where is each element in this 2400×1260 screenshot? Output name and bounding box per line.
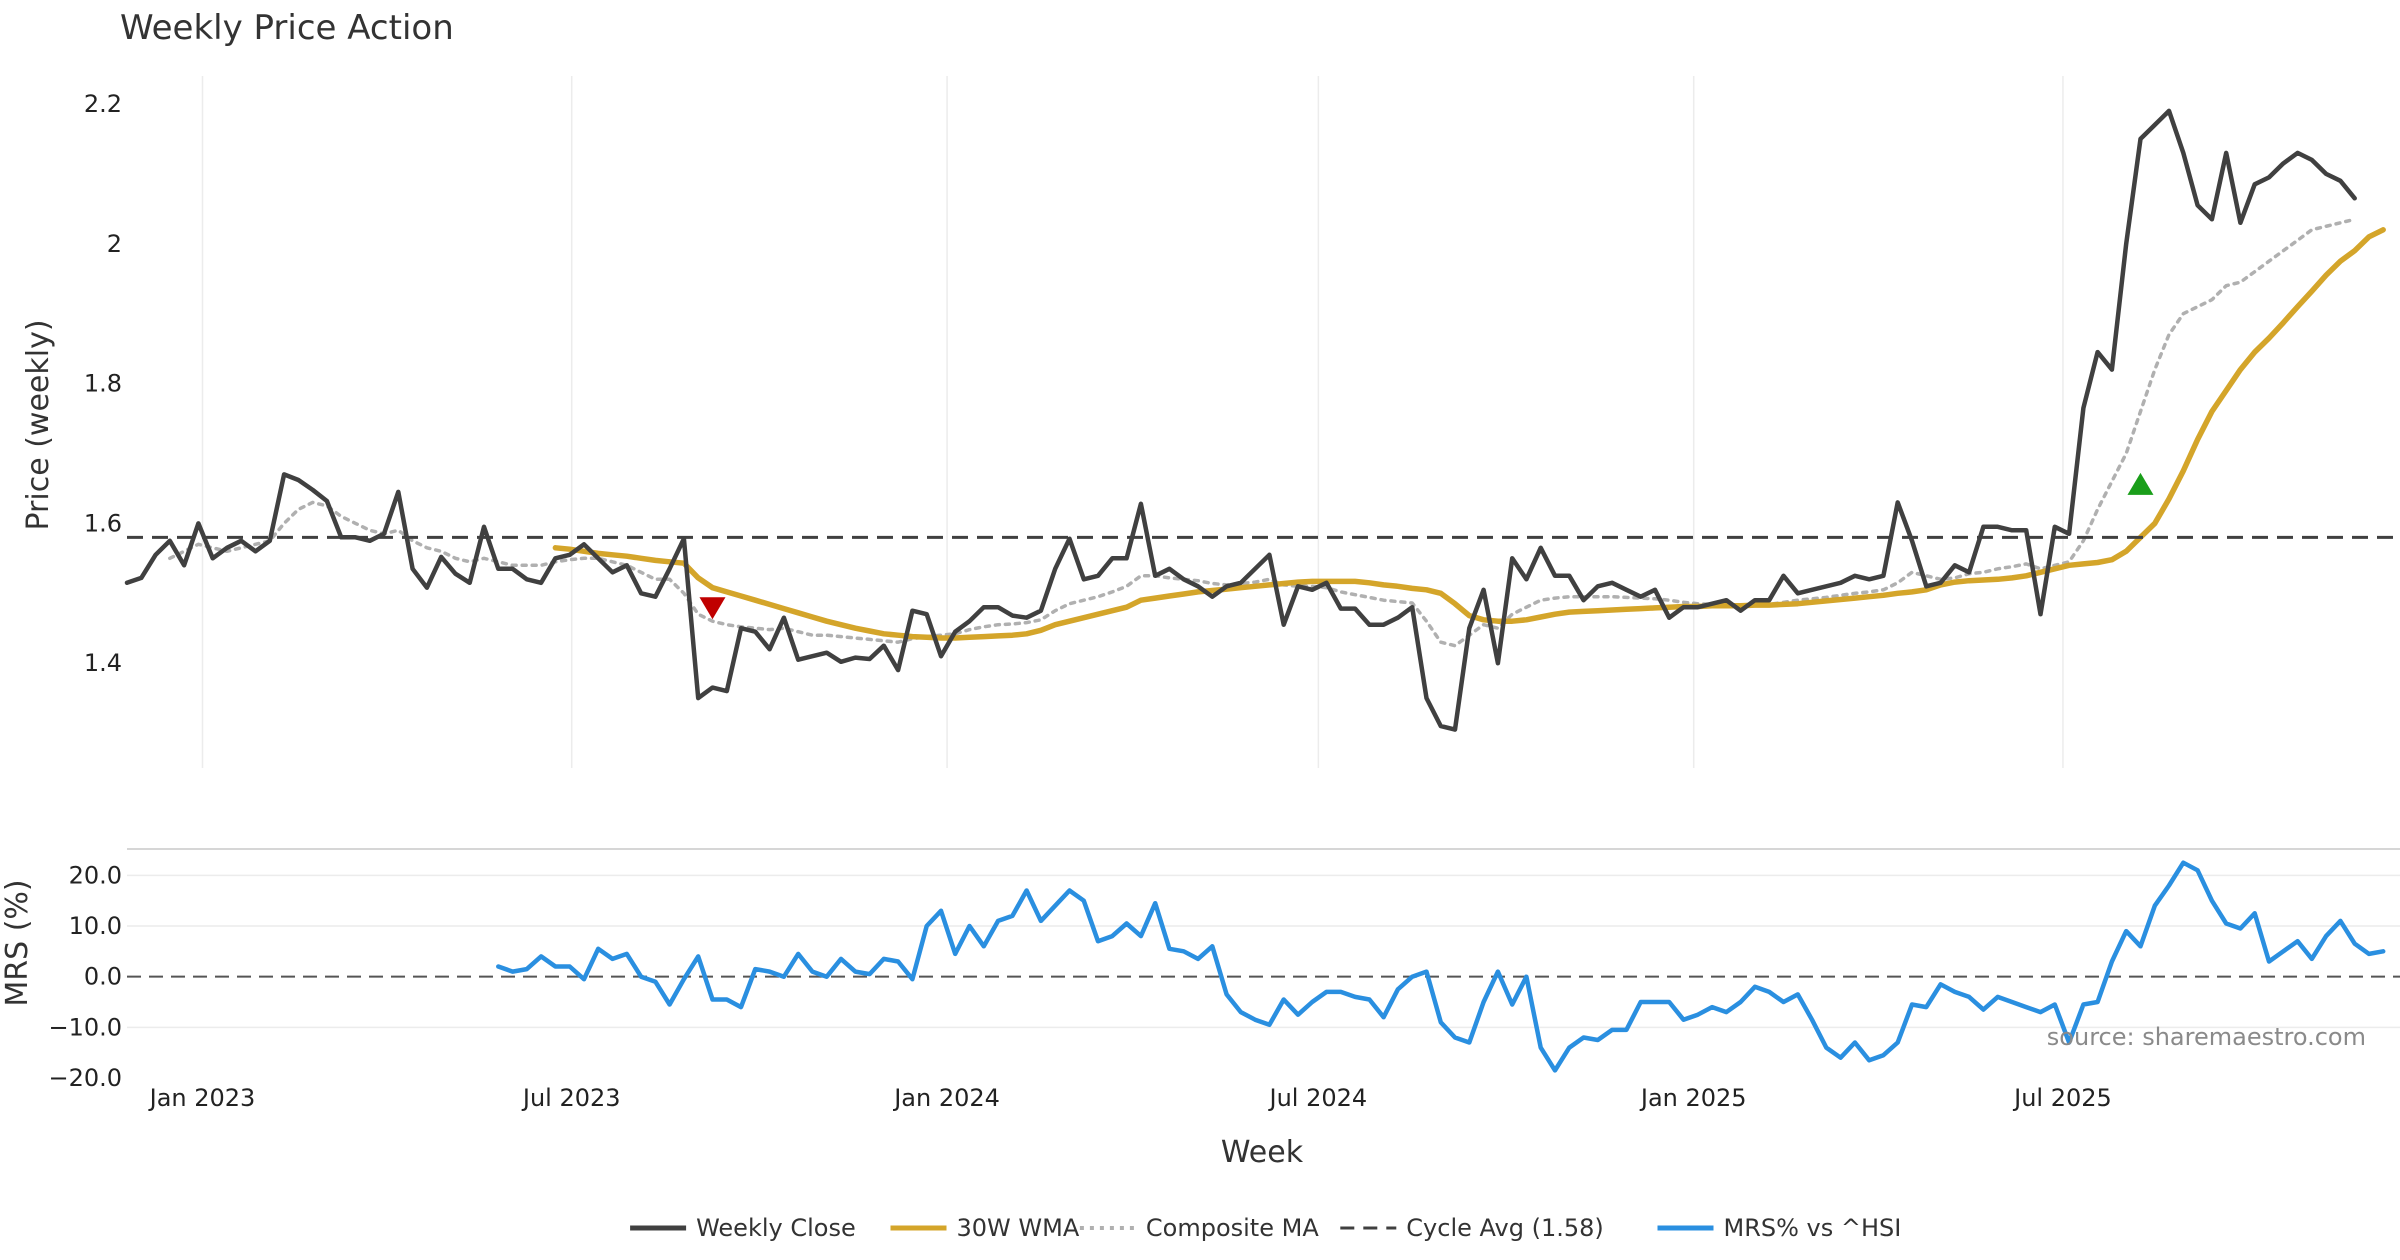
price-y-tick-label: 2.2: [84, 90, 122, 118]
x-tick-label: Jul 2023: [521, 1084, 621, 1112]
price-y-tick-label: 2: [107, 230, 122, 258]
price-y-tick-label: 1.6: [84, 509, 122, 537]
mrs-y-tick-label: −20.0: [48, 1064, 122, 1092]
mrs-panel-series: [496, 860, 2386, 1073]
x-tick-label: Jan 2024: [892, 1084, 1000, 1112]
weekly-close-line: [124, 108, 2357, 732]
price-y-tick-label: 1.4: [84, 649, 122, 677]
legend-label: Cycle Avg (1.58): [1406, 1214, 1603, 1242]
price-panel-series: [124, 108, 2400, 732]
x-tick-label: Jan 2023: [148, 1084, 256, 1112]
legend-label: Weekly Close: [696, 1214, 856, 1242]
legend-label: MRS% vs ^HSI: [1724, 1214, 1902, 1242]
buy-signal-marker: [2127, 472, 2154, 495]
composite-ma-line: [168, 217, 2357, 648]
legend-label: 30W WMA: [957, 1214, 1080, 1242]
source-note: source: sharemaestro.com: [2047, 1023, 2366, 1051]
legend: Weekly Close 30W WMA Composite MA Cycle Avg…: [630, 1214, 1901, 1242]
axes-text: Jan 2023 Jul 2023 Jan 2024 Jul 2024 Jan 2025…: [48, 90, 2111, 1112]
x-tick-label: Jul 2025: [2012, 1084, 2112, 1112]
chart-title: Weekly Price Action: [120, 8, 454, 48]
mrs-y-tick-label: 0.0: [84, 963, 122, 991]
mrs-line: [496, 860, 2386, 1073]
price-axis-label: Price (weekly): [21, 319, 56, 530]
x-tick-label: Jan 2025: [1639, 1084, 1747, 1112]
x-tick-label: Jul 2024: [1268, 1084, 1368, 1112]
wma-30w-line: [552, 227, 2386, 641]
legend-label: Composite MA: [1146, 1214, 1319, 1242]
price-panel-grid: [201, 76, 2064, 768]
x-axis-label: Week: [1221, 1135, 1304, 1170]
price-y-tick-label: 1.8: [84, 370, 122, 398]
sell-signal-marker: [699, 597, 726, 620]
mrs-y-tick-label: −10.0: [48, 1013, 122, 1041]
mrs-y-tick-label: 20.0: [69, 861, 122, 889]
mrs-axis-label: MRS (%): [0, 879, 35, 1006]
mrs-y-tick-label: 10.0: [69, 912, 122, 940]
mrs-panel-grid: [127, 848, 2400, 1029]
